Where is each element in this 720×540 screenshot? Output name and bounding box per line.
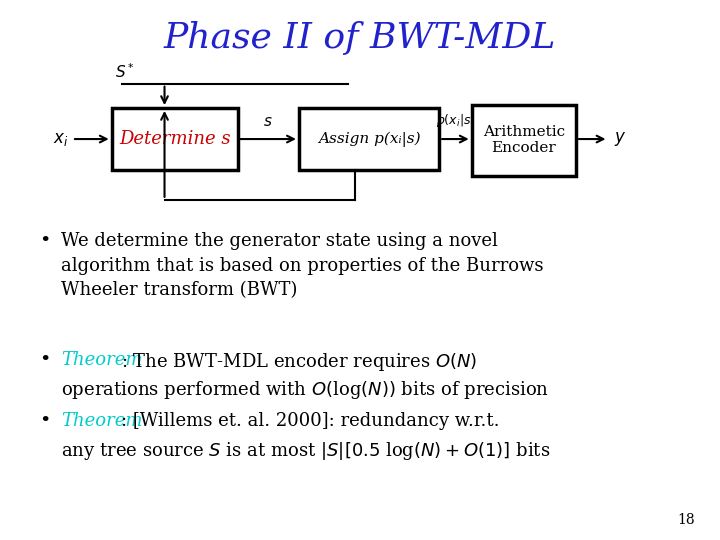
Text: operations performed with $\mathit{O(}$log$\mathit{(N))}$ bits of precision: operations performed with $\mathit{O(}$l… bbox=[61, 379, 549, 401]
Text: Assign p(xᵢ|s): Assign p(xᵢ|s) bbox=[318, 131, 420, 147]
Text: Theorem: Theorem bbox=[61, 351, 143, 369]
Bar bbox=[299, 108, 439, 170]
Bar bbox=[472, 105, 576, 176]
Text: $p(x_i|s)$: $p(x_i|s)$ bbox=[436, 112, 475, 129]
Text: •: • bbox=[40, 351, 51, 369]
Text: •: • bbox=[40, 232, 51, 250]
Text: : [Willems et. al. 2000]: redundancy w.r.t.: : [Willems et. al. 2000]: redundancy w.r… bbox=[121, 412, 500, 430]
Text: 18: 18 bbox=[678, 512, 695, 526]
Text: We determine the generator state using a novel
algorithm that is based on proper: We determine the generator state using a… bbox=[61, 232, 544, 299]
Bar bbox=[112, 108, 238, 170]
Text: $y$: $y$ bbox=[614, 130, 626, 148]
Text: $S^*$: $S^*$ bbox=[115, 62, 135, 81]
Text: $s$: $s$ bbox=[264, 116, 273, 129]
Text: : The BWT-MDL encoder requires $\mathit{O(N)}$: : The BWT-MDL encoder requires $\mathit{… bbox=[121, 351, 477, 373]
Text: •: • bbox=[40, 412, 51, 430]
Text: Determine s: Determine s bbox=[119, 130, 230, 148]
Text: any tree source $\mathit{S}$ is at most $|S|[0.5$ log$(N)+\mathit{O(1)}]$ bits: any tree source $\mathit{S}$ is at most … bbox=[61, 440, 551, 462]
Text: $x_i$: $x_i$ bbox=[53, 131, 68, 147]
Text: Phase II of BWT-MDL: Phase II of BWT-MDL bbox=[164, 21, 556, 55]
Text: Arithmetic
Encoder: Arithmetic Encoder bbox=[482, 125, 565, 156]
Text: Theorem: Theorem bbox=[61, 412, 143, 430]
